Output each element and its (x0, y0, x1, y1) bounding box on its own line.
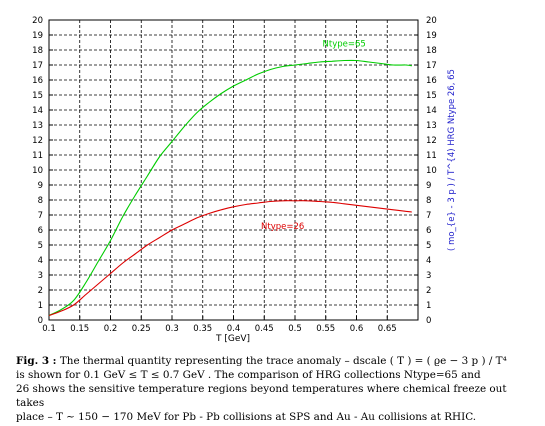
y-tick-label-left: 11 (32, 151, 43, 161)
caption-text-1: The thermal quantity representing the tr… (59, 355, 507, 367)
axis-ticks (48, 19, 418, 321)
y-tick-label-left: 17 (32, 61, 43, 71)
y-tick-label-left: 8 (38, 196, 43, 206)
x-tick-label: 0.35 (193, 324, 212, 334)
x-tick-label: 0.6 (350, 324, 364, 334)
y-tick-label-left: 16 (32, 76, 43, 86)
x-tick-label: 0.5 (288, 324, 302, 334)
y-tick-label-right: 14 (426, 106, 437, 116)
y-tick-label-left: 4 (38, 256, 43, 266)
y-tick-label-left: 1 (38, 301, 43, 311)
x-tick-label: 0.3 (165, 324, 179, 334)
y-tick-label-left: 9 (38, 181, 43, 191)
y-tick-label-right: 13 (426, 121, 437, 131)
y-tick-label-right: 2 (426, 286, 431, 296)
y-tick-label-right: 15 (426, 91, 437, 101)
y-tick-label-right: 16 (426, 76, 437, 86)
x-tick-label: 0.25 (132, 324, 151, 334)
series-labels: Ntype=65 Ntype=26 (261, 40, 366, 232)
y-tick-label-left: 19 (32, 31, 43, 41)
y-tick-label-left: 0 (38, 316, 43, 326)
x-tick-label: 0.65 (378, 324, 397, 334)
y-tick-label-left: 14 (32, 106, 43, 116)
y-tick-label-left: 6 (38, 226, 43, 236)
y-tick-label-right: 4 (426, 256, 431, 266)
series-lines (48, 59, 412, 317)
y-tick-label-right: 10 (426, 166, 437, 176)
y-tick-label-right: 7 (426, 211, 431, 221)
x-axis-label: T [GeV] (215, 334, 250, 344)
y-tick-label-left: 2 (38, 286, 43, 296)
y-tick-label-left: 5 (38, 241, 43, 251)
y-tick-label-left: 18 (32, 46, 43, 56)
y-tick-label-left: 20 (32, 16, 43, 26)
y-tick-label-left: 10 (32, 166, 43, 176)
y-tick-label-right: 11 (426, 151, 437, 161)
caption-label: Fig. 3 : (16, 355, 57, 367)
x-tick-labels: 0.1 0.15 0.2 0.25 0.3 0.35 0.4 0.45 0.5 0.55 0.6 0.… (42, 324, 396, 334)
y-tick-label-right: 12 (426, 136, 437, 146)
y-tick-label-left: 3 (38, 271, 43, 281)
grid-lines (49, 20, 418, 320)
caption-line-2: is shown for 0.1 GeV ≤ T ≤ 0.7 GeV . The… (16, 369, 481, 381)
series-label-ntype26: Ntype=26 (261, 222, 304, 232)
y-tick-label-right: 5 (426, 241, 431, 251)
caption-line-4: place – T ∼ 150 − 170 MeV for Pb - Pb co… (16, 411, 477, 423)
y-tick-label-right: 17 (426, 61, 437, 71)
y-axis-label-right: ( mo_{e} - 3 p ) / T^{4) HRG Ntype 26, 6… (447, 69, 457, 251)
x-tick-label: 0.2 (104, 324, 118, 334)
y-tick-label-right: 1 (426, 301, 431, 311)
y-tick-label-right: 3 (426, 271, 431, 281)
y-tick-label-right: 20 (426, 16, 437, 26)
x-tick-label: 0.1 (42, 324, 56, 334)
y-tick-label-right: 9 (426, 181, 431, 191)
x-tick-label: 0.4 (227, 324, 241, 334)
y-tick-label-left: 13 (32, 121, 43, 131)
y-tick-label-right: 6 (426, 226, 431, 236)
caption-line-1: Fig. 3 : The thermal quantity representi… (16, 354, 531, 368)
figure-caption: Fig. 3 : The thermal quantity representi… (16, 354, 531, 424)
series-line-ntype65 (48, 59, 412, 316)
x-tick-label: 0.45 (255, 324, 274, 334)
x-tick-label: 0.55 (316, 324, 335, 334)
y-tick-label-left: 7 (38, 211, 43, 221)
x-tick-label: 0.15 (70, 324, 89, 334)
caption-line-3: 26 shows the sensitive temperature regio… (16, 383, 507, 409)
y-tick-label-right: 19 (426, 31, 437, 41)
y-tick-label-right: 8 (426, 196, 431, 206)
series-label-ntype65: Ntype=65 (323, 40, 366, 50)
y-tick-label-right: 0 (426, 316, 431, 326)
series-line-ntype26 (48, 200, 412, 317)
y-tick-label-left: 15 (32, 91, 43, 101)
y-tick-label-left: 12 (32, 136, 43, 146)
y-tick-label-right: 18 (426, 46, 437, 56)
